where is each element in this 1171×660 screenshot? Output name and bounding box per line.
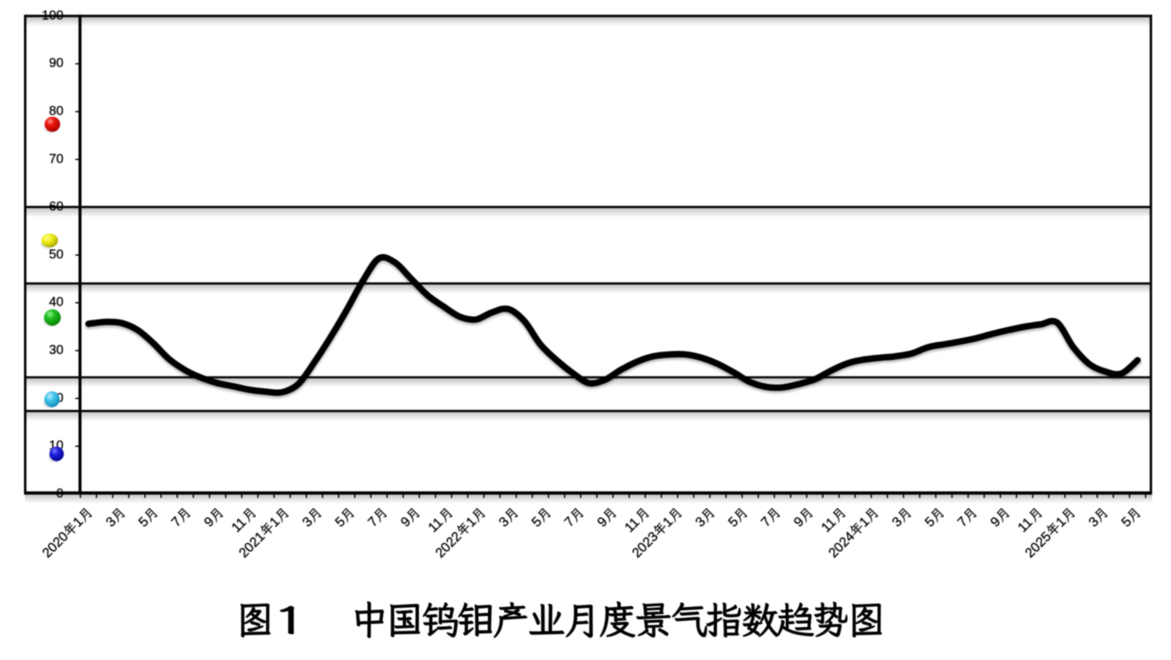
svg-text:50: 50 (49, 246, 63, 261)
svg-text:80: 80 (49, 103, 63, 118)
svg-text:40: 40 (49, 294, 63, 309)
svg-text:70: 70 (49, 151, 63, 166)
svg-text:100: 100 (42, 7, 64, 22)
svg-text:60: 60 (49, 199, 63, 214)
svg-text:90: 90 (49, 55, 63, 70)
svg-text:30: 30 (49, 342, 63, 357)
svg-text:0: 0 (56, 485, 63, 500)
